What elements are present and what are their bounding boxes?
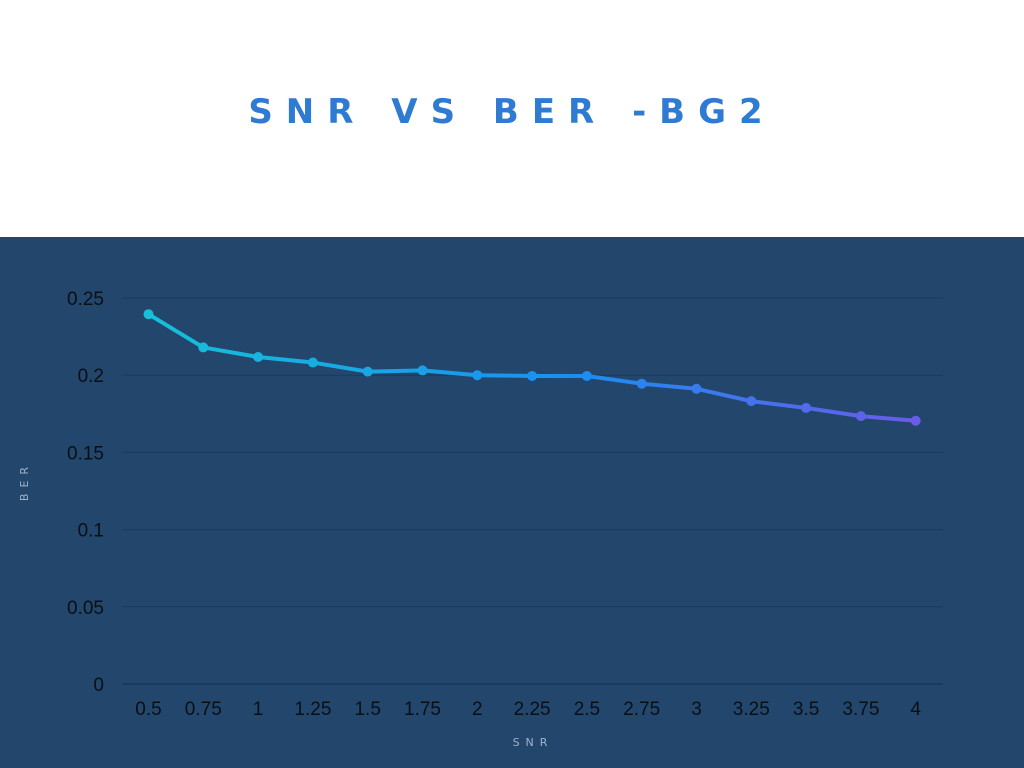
chart-title: SNR VS BER -BG2 [248,92,776,132]
data-point [198,342,209,353]
y-axis-ticks: 0 0.05 0.1 0.15 0.2 0.25 [67,289,104,696]
x-tick-label: 0.75 [185,699,222,720]
data-point [691,383,702,394]
data-point [143,309,154,320]
data-point [746,396,757,407]
x-tick-label: 1 [253,699,264,720]
x-tick-label: 3.75 [842,699,879,720]
data-point [910,415,921,426]
x-tick-label: 1.75 [404,699,441,720]
x-tick-label: 4 [910,699,921,720]
series-points [143,309,921,426]
x-tick-label: 3.25 [733,699,770,720]
x-tick-label: 3 [691,699,702,720]
x-tick-label: 2.5 [574,699,600,720]
x-tick-label: 1.5 [354,699,380,720]
data-point [801,402,812,413]
x-tick-label: 2 [472,699,483,720]
y-tick-label: 0 [93,675,104,696]
data-point [253,351,264,362]
data-point [307,357,318,368]
series-line [146,312,918,423]
y-axis-title: BER [18,461,31,501]
x-axis-ticks: 0.5 0.75 1 1.25 1.5 1.75 2 2.25 2.5 2.75 3 3.25 3.5 3… [135,699,921,720]
data-point [417,365,428,376]
ber-line [146,312,918,423]
x-tick-label: 3.5 [793,699,819,720]
y-tick-label: 0.1 [78,521,104,542]
data-point [855,411,866,422]
y-tick-label: 0.2 [78,366,104,387]
data-point [472,370,483,381]
data-point [636,378,647,389]
x-tick-label: 1.25 [294,699,331,720]
y-tick-label: 0.25 [67,289,104,310]
data-point [527,370,538,381]
x-tick-label: 2.75 [623,699,660,720]
x-tick-label: 0.5 [135,699,161,720]
data-point [581,370,592,381]
y-tick-label: 0.15 [67,443,104,464]
data-point [362,366,373,377]
x-tick-label: 2.25 [514,699,551,720]
y-tick-label: 0.05 [67,598,104,619]
x-axis-title: SNR [513,736,554,749]
